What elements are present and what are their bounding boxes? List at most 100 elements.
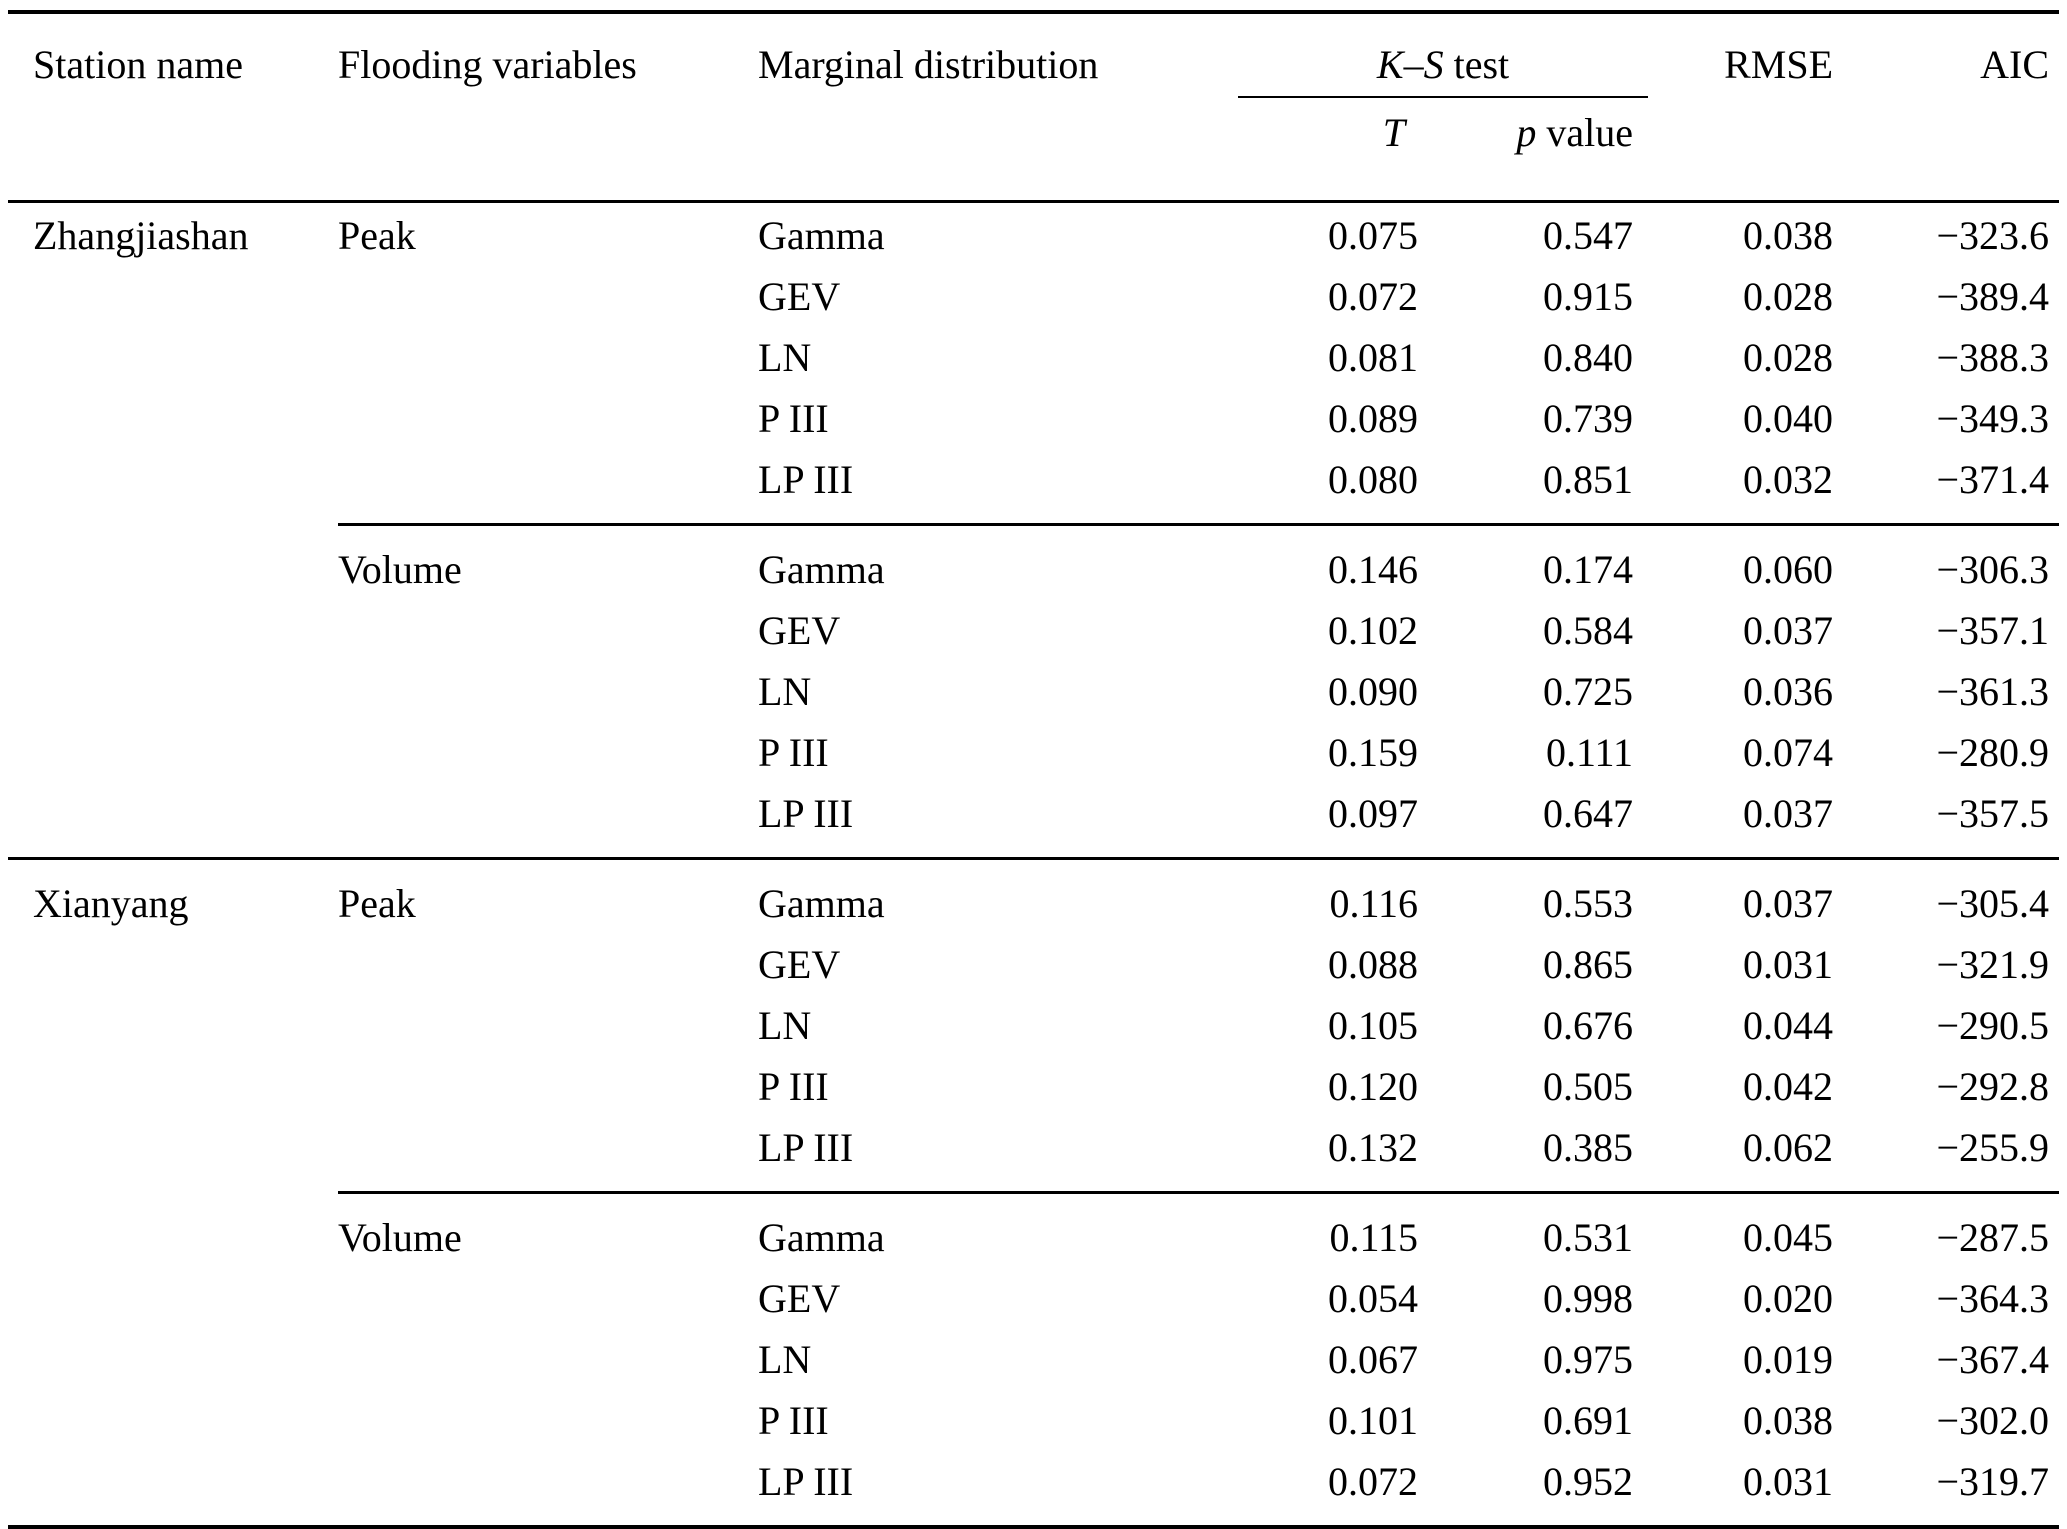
table-row: LP III 0.080 0.851 0.032 −371.4 — [8, 449, 2059, 525]
table-row: P III 0.159 0.111 0.074 −280.9 — [8, 722, 2059, 783]
p-value-cell: 0.505 — [1543, 1064, 1634, 1109]
distribution-cell: P III — [758, 1398, 829, 1443]
rmse-cell: 0.038 — [1743, 1398, 1834, 1443]
aic-cell: −349.3 — [1936, 396, 2050, 441]
p-value-cell: 0.691 — [1543, 1398, 1634, 1443]
aic-cell: −280.9 — [1936, 730, 2050, 775]
t-value-cell: 0.067 — [1328, 1337, 1418, 1382]
marginal-distributions-table: Station name Flooding variables Marginal… — [8, 10, 2060, 1529]
table-row: GEV 0.054 0.998 0.020 −364.3 — [8, 1268, 2059, 1329]
p-value-cell: 0.725 — [1543, 669, 1634, 714]
distribution-cell: LN — [758, 669, 812, 714]
p-label: p — [1516, 110, 1537, 155]
t-value-cell: 0.101 — [1328, 1398, 1418, 1443]
station-name-cell: Zhangjiashan — [33, 213, 249, 258]
flooding-variable-cell: Volume — [338, 523, 758, 859]
rmse-cell: 0.037 — [1743, 608, 1834, 653]
t-value-cell: 0.088 — [1328, 942, 1418, 987]
p-value-cell: 0.952 — [1543, 1459, 1634, 1504]
rmse-cell: 0.062 — [1743, 1125, 1834, 1170]
t-value-cell: 0.116 — [1238, 857, 1433, 934]
flooding-variable-cell: Peak — [338, 213, 416, 258]
ks-s-label: S — [1423, 42, 1444, 87]
t-value-cell: 0.159 — [1328, 730, 1418, 775]
t-label: T — [1382, 110, 1405, 155]
distribution-cell: LN — [758, 335, 812, 380]
aic-cell: −292.8 — [1936, 1064, 2050, 1109]
rmse-cell: 0.031 — [1743, 942, 1834, 987]
t-value-cell: 0.115 — [1238, 1191, 1433, 1268]
rmse-cell: 0.020 — [1743, 1276, 1834, 1321]
p-value-cell: 0.531 — [1433, 1191, 1649, 1268]
rmse-cell: 0.044 — [1743, 1003, 1834, 1048]
rmse-cell: 0.036 — [1743, 669, 1834, 714]
distribution-cell: LP III — [758, 1459, 854, 1504]
aic-cell: −357.5 — [1936, 791, 2050, 836]
table-row: LP III 0.097 0.647 0.037 −357.5 — [8, 783, 2059, 859]
aic-cell: −367.4 — [1936, 1337, 2050, 1382]
t-value-cell: 0.090 — [1328, 669, 1418, 714]
t-value-cell: 0.105 — [1328, 1003, 1418, 1048]
t-value-cell: 0.054 — [1328, 1276, 1418, 1321]
t-value-cell: 0.081 — [1328, 335, 1418, 380]
distribution-cell: GEV — [758, 274, 841, 319]
p-value-cell: 0.739 — [1543, 396, 1634, 441]
table-row: Xianyang Peak Gamma 0.116 0.553 0.037 −305.4 — [8, 857, 2060, 1527]
header-aic: AIC — [1848, 12, 2060, 203]
aic-cell: −302.0 — [1936, 1398, 2050, 1443]
header-flooding-variables: Flooding variables — [338, 12, 758, 203]
aic-cell: −389.4 — [1936, 274, 2050, 319]
ks-test-suffix: test — [1443, 42, 1510, 87]
table-row: Zhangjiashan Peak Gamma 0.075 0.547 0.038 −323… — [8, 202, 2059, 267]
p-value-cell: 0.111 — [1545, 730, 1634, 775]
p-value-cell: 0.676 — [1543, 1003, 1634, 1048]
table-row: LN 0.105 0.676 0.044 −290.5 — [8, 995, 2059, 1056]
p-value-cell: 0.865 — [1543, 942, 1634, 987]
header-ks-test: K–S test — [1238, 12, 1649, 98]
distribution-cell: Gamma — [758, 213, 885, 258]
distribution-cell: GEV — [758, 608, 841, 653]
t-value-cell: 0.102 — [1328, 608, 1418, 653]
aic-cell: −364.3 — [1936, 1276, 2050, 1321]
p-value-cell: 0.851 — [1543, 457, 1634, 502]
ks-k-label: K — [1376, 42, 1404, 87]
header-row-top: Station name Flooding variables Marginal… — [8, 12, 2060, 203]
distribution-cell: P III — [758, 396, 829, 441]
table-row: LP III 0.072 0.952 0.031 −319.7 — [8, 1451, 2059, 1527]
t-value-cell: 0.146 — [1238, 523, 1433, 600]
table-row: LN 0.081 0.840 0.028 −388.3 — [8, 327, 2059, 388]
station-name-cell: Xianyang — [8, 857, 338, 1527]
distribution-cell: GEV — [758, 942, 841, 987]
aic-cell: −290.5 — [1936, 1003, 2050, 1048]
distribution-cell: GEV — [758, 1276, 841, 1321]
table-row: P III 0.101 0.691 0.038 −302.0 — [8, 1390, 2059, 1451]
header-marginal-distribution: Marginal distribution — [758, 12, 1238, 203]
rmse-cell: 0.031 — [1743, 1459, 1834, 1504]
table-row: LP III 0.132 0.385 0.062 −255.9 — [8, 1117, 2059, 1193]
distribution-cell: Gamma — [758, 523, 1238, 600]
aic-cell: −287.5 — [1848, 1191, 2060, 1268]
p-value-cell: 0.584 — [1543, 608, 1634, 653]
distribution-cell: LN — [758, 1003, 812, 1048]
distribution-cell: P III — [758, 1064, 829, 1109]
t-value-cell: 0.075 — [1328, 213, 1418, 258]
distribution-cell: LP III — [758, 791, 854, 836]
rmse-cell: 0.028 — [1743, 274, 1834, 319]
t-value-cell: 0.120 — [1328, 1064, 1418, 1109]
rmse-cell: 0.042 — [1743, 1064, 1834, 1109]
distribution-cell: Gamma — [758, 857, 1238, 934]
t-value-cell: 0.132 — [1328, 1125, 1418, 1170]
aic-cell: −321.9 — [1936, 942, 2050, 987]
distribution-cell: P III — [758, 730, 829, 775]
rmse-cell: 0.037 — [1743, 791, 1834, 836]
rmse-cell: 0.037 — [1648, 857, 1849, 934]
rmse-cell: 0.040 — [1743, 396, 1834, 441]
p-value-cell: 0.174 — [1433, 523, 1649, 600]
table-row: Volume Gamma 0.115 0.531 0.045 −287.5 — [8, 1191, 2060, 1527]
aic-cell: −323.6 — [1936, 213, 2050, 258]
header-station-name: Station name — [8, 12, 338, 203]
t-value-cell: 0.097 — [1328, 791, 1418, 836]
p-value-cell: 0.915 — [1543, 274, 1634, 319]
aic-cell: −255.9 — [1936, 1125, 2050, 1170]
table-row: GEV 0.072 0.915 0.028 −389.4 — [8, 266, 2059, 327]
